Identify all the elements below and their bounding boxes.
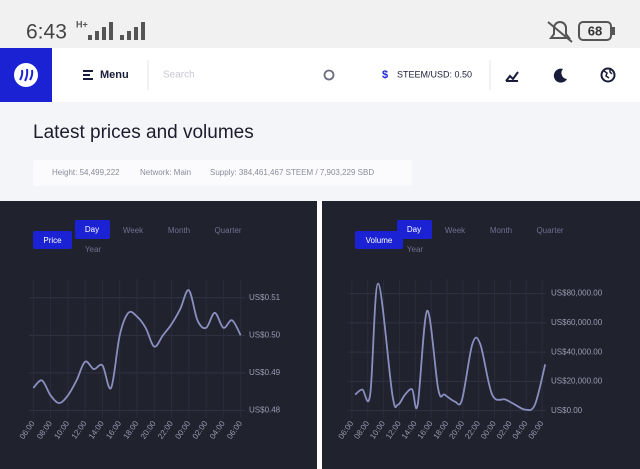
y-tick-label: US$0.50 [249,330,281,339]
period-label[interactable]: Month [168,226,190,235]
globe-lines [603,69,613,79]
menu-icon[interactable] [83,70,93,80]
currency-icon: $ [382,69,388,81]
price-ticker: STEEM/USD: 0.50 [397,69,472,79]
period-label[interactable]: Quarter [536,226,563,235]
y-tick-label: US$40,000.00 [551,347,603,356]
section [0,102,640,201]
metric-button[interactable] [355,231,403,249]
search-input[interactable]: Search [163,70,195,81]
theme-icon[interactable] [553,68,567,83]
period-label[interactable]: Year [407,245,424,254]
y-tick-label: US$0.51 [249,293,281,302]
period-label[interactable]: Week [445,226,466,235]
supply: Supply: 384,461,467 STEEM / 7,903,229 SB… [210,168,374,177]
battery-tip [612,27,615,35]
status-bar [0,0,640,48]
metric-button-label[interactable]: Volume [366,236,393,245]
period-label[interactable]: Quarter [214,226,241,235]
network-type: H+ [76,19,88,29]
metric-button-label[interactable]: Price [43,236,62,245]
period-label[interactable]: Month [490,226,512,235]
search-icon[interactable] [323,69,335,81]
y-tick-label: US$0.48 [249,406,281,415]
y-tick-label: US$20,000.00 [551,377,603,386]
signal [88,22,145,40]
clock: 6:43 [26,21,67,44]
header [0,48,640,102]
info-box [33,160,412,186]
y-tick-label: US$60,000.00 [551,318,603,327]
mute-icon [547,21,573,43]
line [354,282,547,411]
y-tick-label: US$0.49 [249,368,281,377]
period-label[interactable]: Day [85,225,99,234]
period-label[interactable]: Week [123,226,144,235]
menu-button[interactable]: Menu [100,69,129,81]
period-label[interactable]: Day [407,225,421,234]
y-tick-label: US$0.00 [551,406,583,415]
section-title: Latest prices and volumes [33,122,254,143]
y-tick-label: US$80,000.00 [551,289,603,298]
metric-button[interactable] [33,231,72,249]
chart-icon[interactable] [505,71,519,82]
logo-waves [19,68,34,82]
language-icon[interactable] [600,67,616,83]
network: Network: Main [140,168,191,177]
period-button[interactable] [75,220,110,239]
period-label[interactable]: Year [85,245,102,254]
period-button[interactable] [397,220,432,239]
block-height: Height: 54,499,222 [52,168,120,177]
battery-level: 68 [588,23,602,38]
battery [578,21,612,41]
line [32,289,242,404]
